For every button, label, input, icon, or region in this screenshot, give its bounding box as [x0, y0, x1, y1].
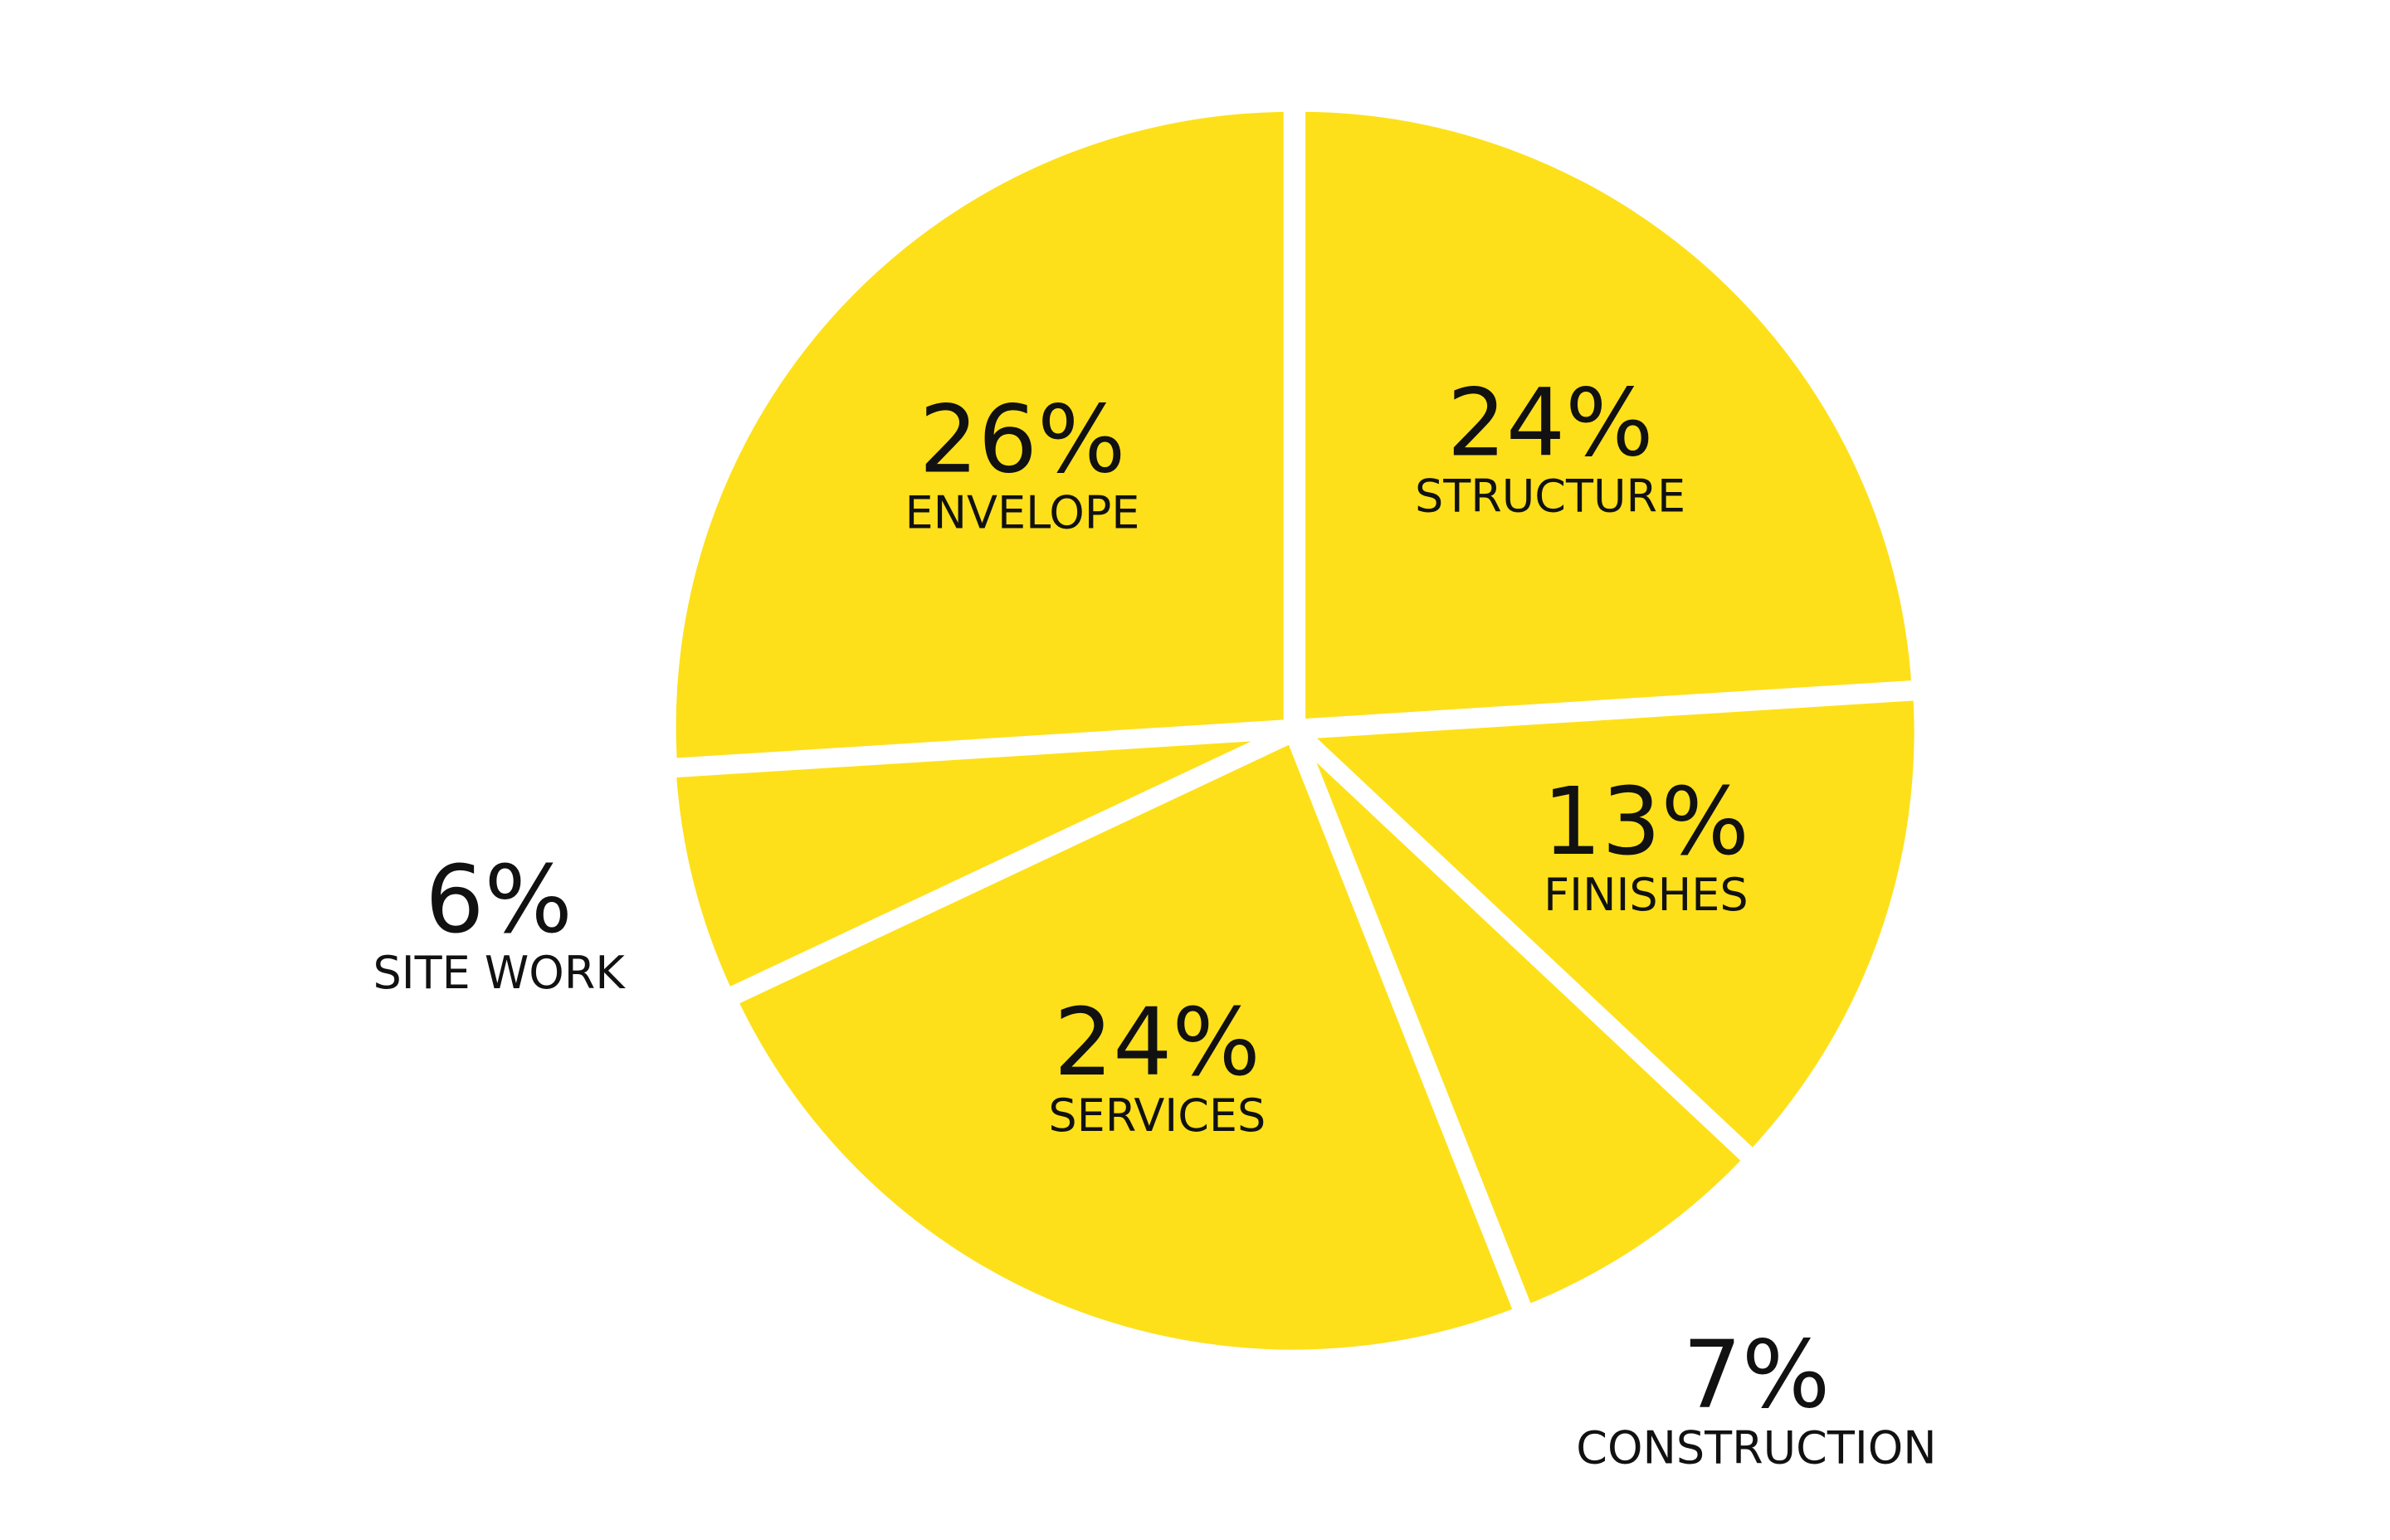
pie-slice — [661, 96, 1299, 774]
pie-slice — [1281, 685, 1929, 1169]
value-label: 13% — [1543, 768, 1749, 876]
pie-slice — [1290, 96, 1928, 735]
category-label: STRUCTURE — [1415, 470, 1685, 523]
value-label: 26% — [919, 387, 1125, 495]
pie-slice — [719, 724, 1532, 1365]
value-label: 6% — [425, 846, 573, 954]
category-label: ENVELOPE — [905, 487, 1140, 539]
pie-slice — [661, 724, 1294, 1006]
value-label: 7% — [1683, 1322, 1831, 1430]
category-label: SITE WORK — [373, 947, 626, 999]
category-label: CONSTRUCTION — [1576, 1421, 1936, 1474]
value-label: 24% — [1054, 989, 1261, 1097]
category-label: FINISHES — [1544, 869, 1749, 921]
pie-slice — [1290, 729, 1762, 1323]
category-label: SERVICES — [1048, 1089, 1266, 1142]
value-label: 24% — [1447, 370, 1654, 478]
